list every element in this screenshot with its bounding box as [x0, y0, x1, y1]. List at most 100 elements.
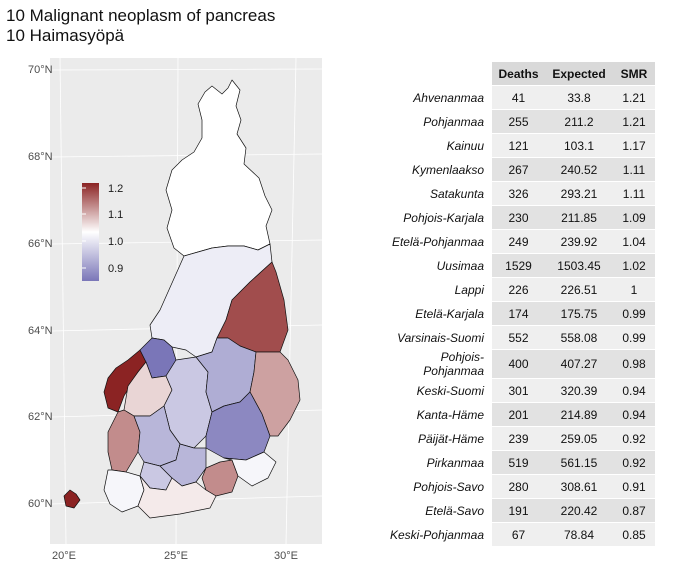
expected-cell: 1503.45 — [545, 253, 613, 277]
deaths-cell: 326 — [492, 181, 545, 205]
deaths-cell: 226 — [492, 277, 545, 301]
table-row: Satakunta 326 293.21 1.11 — [380, 181, 655, 205]
row-region-name: Pohjois-Pohjanmaa — [380, 349, 492, 378]
table-row: Pohjois-Karjala 230 211.85 1.09 — [380, 205, 655, 229]
smr-cell: 0.94 — [613, 402, 655, 426]
expected-cell: 240.52 — [545, 157, 613, 181]
table-row: Keski-Pohjanmaa 67 78.84 0.85 — [380, 522, 655, 546]
deaths-cell: 255 — [492, 109, 545, 133]
smr-cell: 0.94 — [613, 378, 655, 402]
row-region-name: Keski-Suomi — [380, 378, 492, 402]
deaths-cell: 280 — [492, 474, 545, 498]
row-region-name: Pohjois-Savo — [380, 474, 492, 498]
expected-cell: 226.51 — [545, 277, 613, 301]
smr-cell: 1.11 — [613, 181, 655, 205]
expected-cell: 78.84 — [545, 522, 613, 546]
smr-cell: 0.99 — [613, 325, 655, 349]
row-region-name: Ahvenanmaa — [380, 85, 492, 109]
table-row: Keski-Suomi 301 320.39 0.94 — [380, 378, 655, 402]
expected-cell: 220.42 — [545, 498, 613, 522]
region-etela-savo — [205, 391, 271, 461]
legend-label: 1.0 — [108, 236, 123, 248]
row-region-name: Keski-Pohjanmaa — [380, 522, 492, 546]
deaths-cell: 1529 — [492, 253, 545, 277]
table-header: Deaths Expected SMR — [380, 62, 655, 85]
x-tick-label: 20°E — [52, 550, 76, 562]
deaths-cell: 201 — [492, 402, 545, 426]
title-line-1: 10 Malignant neoplasm of pancreas — [6, 6, 276, 25]
table-row: Lappi 226 226.51 1 — [380, 277, 655, 301]
table-row: Pohjanmaa 255 211.2 1.21 — [380, 109, 655, 133]
row-region-name: Satakunta — [380, 181, 492, 205]
row-region-name: Pohjois-Karjala — [380, 205, 492, 229]
expected-cell: 103.1 — [545, 133, 613, 157]
legend-colorbar — [82, 183, 99, 281]
table-row: Kainuu 121 103.1 1.17 — [380, 133, 655, 157]
table-row: Pohjois-Pohjanmaa 400 407.27 0.98 — [380, 349, 655, 378]
smr-table: Deaths Expected SMR Ahvenanmaa 41 33.8 1.21 Po… — [380, 62, 655, 546]
row-region-name: Kainuu — [380, 133, 492, 157]
table-row: Uusimaa 1529 1503.45 1.02 — [380, 253, 655, 277]
table-row: Etelä-Pohjanmaa 249 239.92 1.04 — [380, 229, 655, 253]
smr-cell: 1.17 — [613, 133, 655, 157]
y-tick-label: 64°N — [28, 325, 53, 337]
row-region-name: Päijät-Häme — [380, 426, 492, 450]
table-row: Päijät-Häme 239 259.05 0.92 — [380, 426, 655, 450]
row-region-name: Uusimaa — [380, 253, 492, 277]
expected-cell: 293.21 — [545, 181, 613, 205]
y-tick-label: 68°N — [28, 151, 53, 163]
region-kymenlaakso — [201, 459, 239, 497]
smr-cell: 1.21 — [613, 85, 655, 109]
legend-label: 1.1 — [108, 209, 123, 221]
row-region-name: Etelä-Pohjanmaa — [380, 229, 492, 253]
table-row: Pirkanmaa 519 561.15 0.92 — [380, 450, 655, 474]
smr-cell: 1 — [613, 277, 655, 301]
legend-label: 0.9 — [108, 263, 123, 275]
deaths-cell: 249 — [492, 229, 545, 253]
table-row: Varsinais-Suomi 552 558.08 0.99 — [380, 325, 655, 349]
deaths-cell: 519 — [492, 450, 545, 474]
row-region-name: Kymenlaakso — [380, 157, 492, 181]
expected-cell: 407.27 — [545, 349, 613, 378]
row-region-name: Pirkanmaa — [380, 450, 492, 474]
expected-cell: 561.15 — [545, 450, 613, 474]
chart-title: 10 Malignant neoplasm of pancreas 10 Hai… — [6, 6, 275, 46]
smr-cell: 0.99 — [613, 301, 655, 325]
deaths-cell: 400 — [492, 349, 545, 378]
expected-cell: 211.2 — [545, 109, 613, 133]
table-row: Ahvenanmaa 41 33.8 1.21 — [380, 85, 655, 109]
smr-cell: 0.85 — [613, 522, 655, 546]
region-uusimaa — [137, 475, 217, 519]
x-tick-label: 30°E — [274, 550, 298, 562]
smr-cell: 0.98 — [613, 349, 655, 378]
header-blank — [380, 62, 492, 85]
row-region-name: Varsinais-Suomi — [380, 325, 492, 349]
row-region-name: Etelä-Savo — [380, 498, 492, 522]
row-region-name: Pohjanmaa — [380, 109, 492, 133]
choropleth-map: 70°N 68°N 66°N 64°N 62°N 60°N 20°E 25°E 30°E 1.2… — [28, 57, 323, 562]
deaths-cell: 230 — [492, 205, 545, 229]
deaths-cell: 552 — [492, 325, 545, 349]
deaths-cell: 174 — [492, 301, 545, 325]
expected-cell: 175.75 — [545, 301, 613, 325]
region-satakunta — [107, 409, 141, 473]
smr-cell: 1.09 — [613, 205, 655, 229]
deaths-cell: 121 — [492, 133, 545, 157]
smr-cell: 0.92 — [613, 450, 655, 474]
x-tick-label: 25°E — [164, 550, 188, 562]
y-tick-label: 62°N — [28, 411, 53, 423]
table-row: Pohjois-Savo 280 308.61 0.91 — [380, 474, 655, 498]
expected-cell: 308.61 — [545, 474, 613, 498]
header-deaths: Deaths — [492, 62, 545, 85]
expected-cell: 239.92 — [545, 229, 613, 253]
header-smr: SMR — [613, 62, 655, 85]
smr-cell: 0.92 — [613, 426, 655, 450]
table-row: Etelä-Savo 191 220.42 0.87 — [380, 498, 655, 522]
deaths-cell: 191 — [492, 498, 545, 522]
smr-cell: 1.02 — [613, 253, 655, 277]
expected-cell: 33.8 — [545, 85, 613, 109]
y-tick-label: 66°N — [28, 238, 53, 250]
table-row: Kymenlaakso 267 240.52 1.11 — [380, 157, 655, 181]
expected-cell: 211.85 — [545, 205, 613, 229]
table-row: Etelä-Karjala 174 175.75 0.99 — [380, 301, 655, 325]
